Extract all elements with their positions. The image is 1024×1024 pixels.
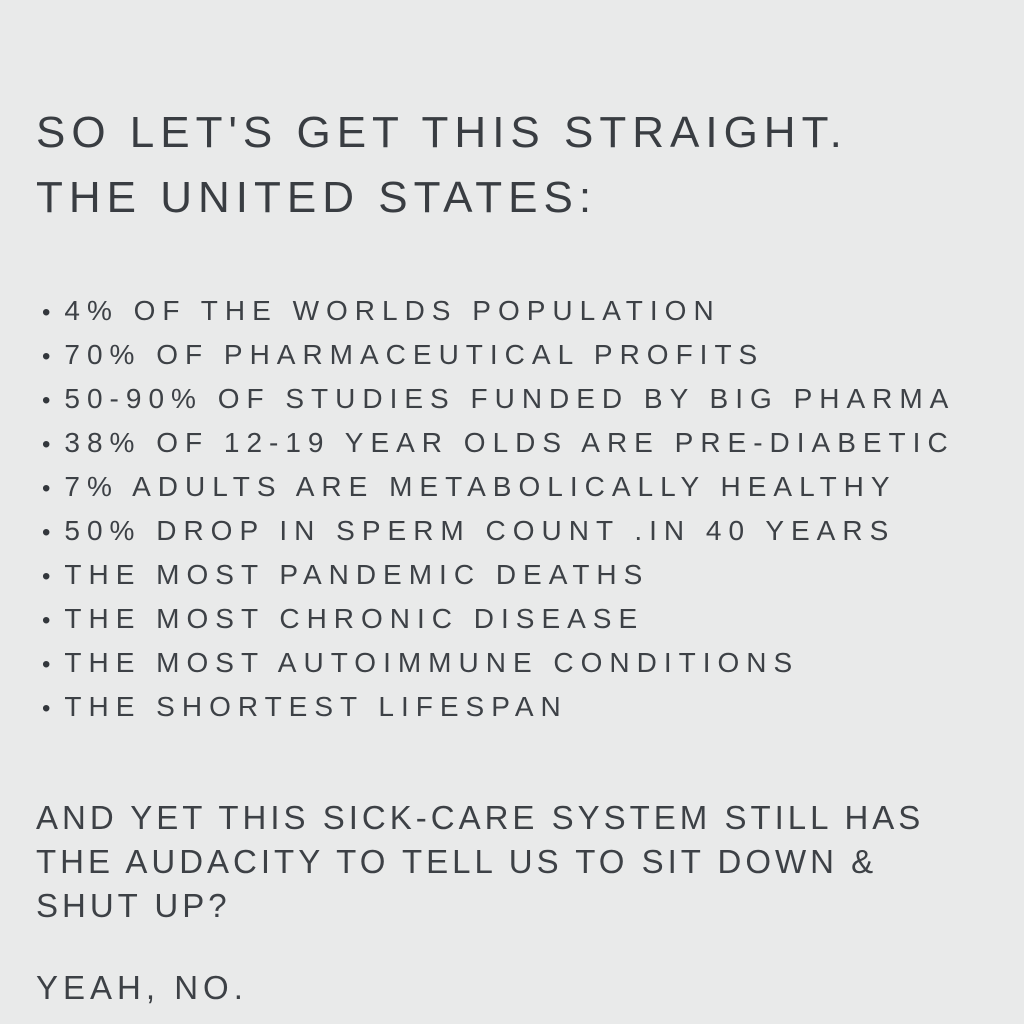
bullet-dot-icon: • [42, 519, 51, 546]
list-item: • 50-90% OF STUDIES FUNDED BY BIG PHARMA [36, 378, 1000, 422]
list-item-text: THE SHORTEST LIFESPAN [64, 691, 568, 722]
list-item-text: 7% ADULTS ARE METABOLICALLY HEALTHY [64, 471, 897, 502]
list-item: • 70% OF PHARMACEUTICAL PROFITS [36, 334, 1000, 378]
headline-line-1: SO LET'S GET THIS STRAIGHT. [36, 108, 848, 157]
list-item-text: 38% OF 12-19 YEAR OLDS ARE PRE-DIABETIC [64, 427, 955, 458]
list-item-text: 4% OF THE WORLDS POPULATION [64, 295, 721, 326]
tagline: YEAH, NO. [36, 969, 248, 1006]
list-item: • 38% OF 12-19 YEAR OLDS ARE PRE-DIABETI… [36, 422, 1000, 466]
fact-list: • 4% OF THE WORLDS POPULATION • 70% OF P… [36, 290, 1000, 730]
list-item: • 50% DROP IN SPERM COUNT .IN 40 YEARS [36, 510, 1000, 554]
list-item-text: THE MOST CHRONIC DISEASE [64, 603, 645, 634]
closing-line-1: AND YET THIS SICK-CARE SYSTEM STILL HAS [36, 799, 925, 836]
bullet-dot-icon: • [42, 695, 51, 722]
bullet-dot-icon: • [42, 299, 51, 326]
bullet-dot-icon: • [42, 475, 51, 502]
bullet-dot-icon: • [42, 607, 51, 634]
bullet-dot-icon: • [42, 651, 51, 678]
bullet-dot-icon: • [42, 343, 51, 370]
list-item-text: THE MOST AUTOIMMUNE CONDITIONS [64, 647, 800, 678]
closing-paragraph: AND YET THIS SICK-CARE SYSTEM STILL HAS … [36, 796, 1000, 928]
closing-line-3: SHUT UP? [36, 887, 231, 924]
headline-line-2: THE UNITED STATES: [36, 173, 598, 222]
list-item: • THE MOST AUTOIMMUNE CONDITIONS [36, 642, 1000, 686]
list-item-text: 50% DROP IN SPERM COUNT .IN 40 YEARS [64, 515, 896, 546]
list-item-text: 70% OF PHARMACEUTICAL PROFITS [64, 339, 765, 370]
bullet-dot-icon: • [42, 431, 51, 458]
closing-line-2: THE AUDACITY TO TELL US TO SIT DOWN & [36, 843, 878, 880]
bullet-dot-icon: • [42, 563, 51, 590]
list-item: • THE MOST CHRONIC DISEASE [36, 598, 1000, 642]
list-item: • 7% ADULTS ARE METABOLICALLY HEALTHY [36, 466, 1000, 510]
headline: SO LET'S GET THIS STRAIGHT. THE UNITED S… [36, 100, 1000, 230]
list-item-text: 50-90% OF STUDIES FUNDED BY BIG PHARMA [64, 383, 956, 414]
bullet-dot-icon: • [42, 387, 51, 414]
list-item: • 4% OF THE WORLDS POPULATION [36, 290, 1000, 334]
list-item-text: THE MOST PANDEMIC DEATHS [64, 559, 650, 590]
list-item: • THE SHORTEST LIFESPAN [36, 686, 1000, 730]
list-item: • THE MOST PANDEMIC DEATHS [36, 554, 1000, 598]
